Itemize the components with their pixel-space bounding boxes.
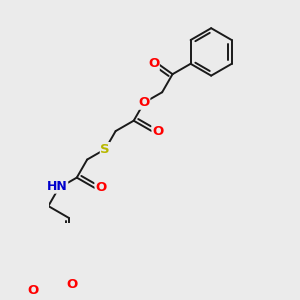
Text: HN: HN bbox=[47, 180, 68, 193]
Text: O: O bbox=[148, 57, 159, 70]
Text: O: O bbox=[95, 182, 106, 194]
Text: O: O bbox=[67, 278, 78, 291]
Text: O: O bbox=[152, 124, 163, 138]
Text: O: O bbox=[139, 96, 150, 109]
Text: O: O bbox=[28, 284, 39, 297]
Text: S: S bbox=[100, 143, 110, 156]
